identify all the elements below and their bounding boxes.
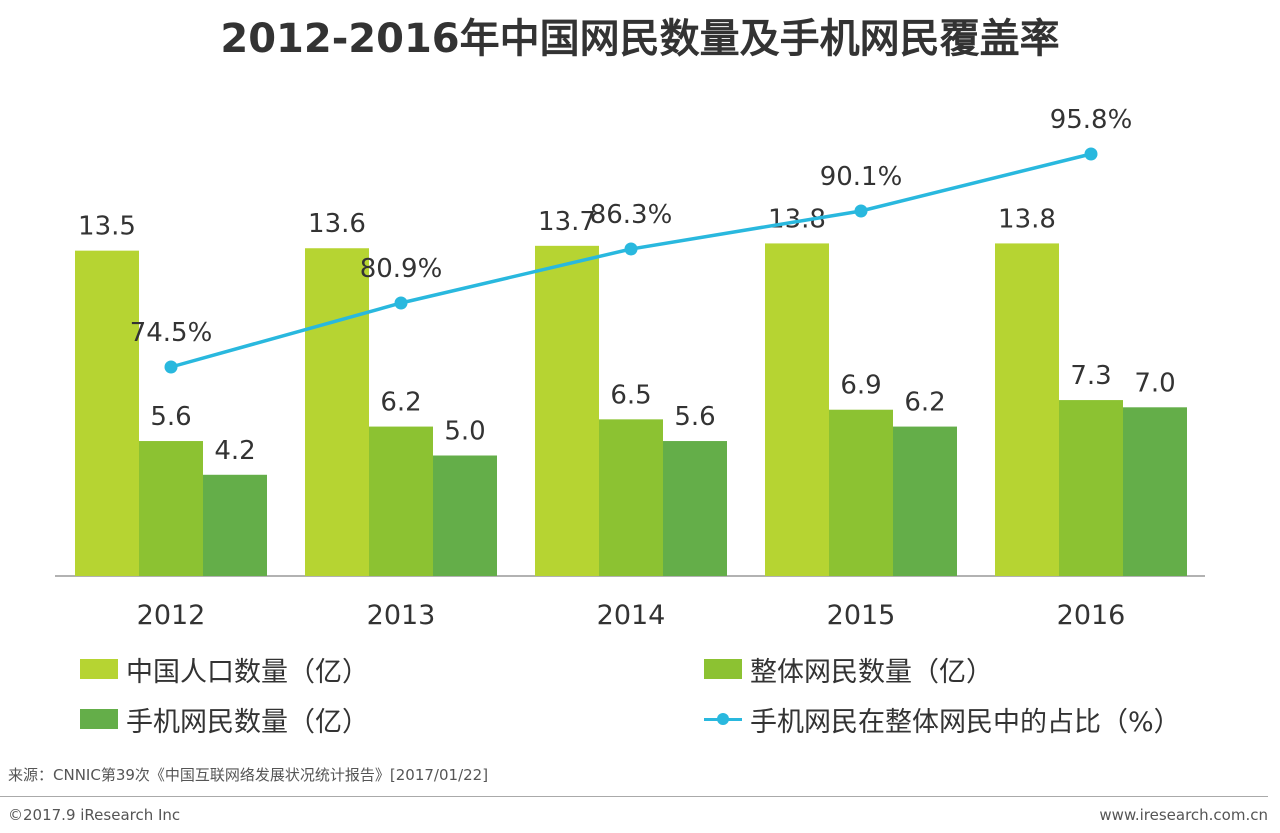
bar-label-0-2014: 13.7 [538, 207, 596, 237]
x-tick-label-2015: 2015 [827, 600, 896, 631]
mobile-share-point-2013 [394, 296, 408, 310]
mobile-share-point-2014 [624, 242, 638, 256]
footer-website: www.iresearch.com.cn [1099, 806, 1268, 824]
bar-label-2-2012: 4.2 [214, 436, 255, 466]
legend-swatch-mobile-share [704, 709, 742, 729]
bar-2-2016 [1123, 407, 1187, 576]
bar-label-2-2013: 5.0 [444, 417, 485, 447]
x-tick-label-2016: 2016 [1057, 600, 1126, 631]
bar-1-2014 [599, 419, 663, 576]
bar-label-1-2013: 6.2 [380, 388, 421, 418]
legend-label-mobile-netizens: 手机网民数量（亿） [126, 706, 369, 738]
bar-0-2016 [995, 243, 1059, 577]
bar-label-2-2016: 7.0 [1134, 368, 1175, 398]
bar-label-1-2016: 7.3 [1070, 361, 1111, 391]
x-tick-label-2012: 2012 [137, 600, 206, 631]
legend-swatch-mobile-netizens [80, 709, 118, 729]
bar-0-2013 [305, 248, 369, 577]
bar-0-2014 [535, 245, 599, 576]
bar-0-2015 [765, 243, 829, 577]
mobile-share-label-2013: 80.9% [360, 254, 443, 284]
bar-1-2012 [139, 441, 203, 576]
legend-label-mobile-share: 手机网民在整体网民中的占比（%） [750, 706, 1181, 738]
chart-title: 2012-2016年中国网民数量及手机网民覆盖率 [220, 16, 1060, 62]
bar-label-1-2015: 6.9 [840, 371, 881, 401]
bar-label-0-2012: 13.5 [78, 212, 136, 242]
bar-label-1-2012: 5.6 [150, 402, 191, 432]
footer-copyright: ©2017.9 iResearch Inc [8, 806, 181, 824]
bar-2-2012 [203, 474, 267, 576]
legend-label-population: 中国人口数量（亿） [126, 656, 369, 688]
bar-1-2015 [829, 409, 893, 576]
mobile-share-point-2012 [164, 360, 178, 374]
bar-label-1-2014: 6.5 [610, 380, 651, 410]
bar-1-2016 [1059, 400, 1123, 576]
mobile-share-label-2016: 95.8% [1050, 105, 1133, 135]
source-note: 来源：CNNIC第39次《中国互联网络发展状况统计报告》[2017/01/22] [8, 766, 489, 784]
chart-svg: 13.5 5.6 4.2 2012 13.6 6.2 5.0 2013 13.7 6.5 5.6 20… [55, 105, 1205, 631]
legend-label-netizens: 整体网民数量（亿） [750, 656, 993, 688]
bar-0-2012 [75, 250, 139, 576]
legend-swatch-population [80, 659, 118, 679]
bar-label-2-2015: 6.2 [904, 388, 945, 418]
legend-item-mobile-share: 手机网民在整体网民中的占比（%） [704, 702, 1181, 738]
x-tick-label-2013: 2013 [367, 600, 436, 631]
mobile-share-label-2014: 86.3% [590, 200, 673, 230]
legend-item-population: 中国人口数量（亿） [80, 652, 369, 688]
x-tick-label-2014: 2014 [597, 600, 666, 631]
mobile-share-label-2012: 74.5% [130, 318, 213, 348]
bar-2-2014 [663, 441, 727, 576]
mobile-share-point-2015 [854, 204, 868, 218]
footer-divider [0, 796, 1268, 797]
legend-swatch-netizens [704, 659, 742, 679]
mobile-share-label-2015: 90.1% [820, 162, 903, 192]
legend-item-mobile-netizens: 手机网民数量（亿） [80, 702, 369, 738]
legend-item-netizens: 整体网民数量（亿） [704, 652, 993, 688]
mobile-share-point-2016 [1084, 147, 1098, 161]
bar-label-2-2014: 5.6 [674, 402, 715, 432]
bar-label-0-2013: 13.6 [308, 209, 366, 239]
bar-2-2013 [433, 455, 497, 576]
bar-1-2013 [369, 426, 433, 576]
bar-2-2015 [893, 426, 957, 576]
bar-label-0-2016: 13.8 [998, 204, 1056, 234]
